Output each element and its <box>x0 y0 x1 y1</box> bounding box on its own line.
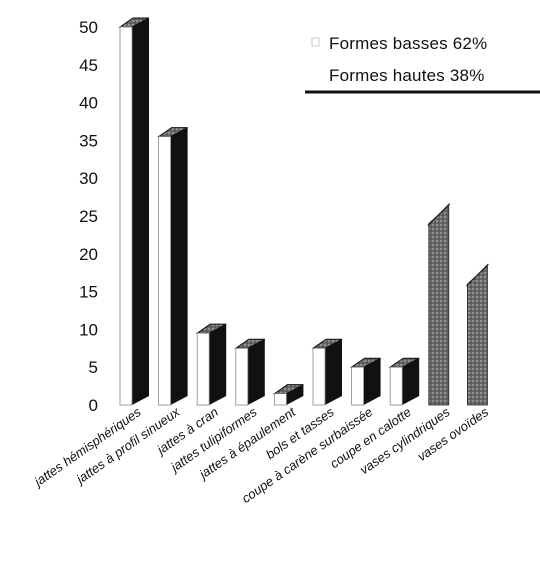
bar-side <box>247 339 265 405</box>
bar-front <box>389 366 403 406</box>
y-tick-label: 50 <box>79 18 98 37</box>
bar-top-edge <box>427 203 451 226</box>
legend-label-high: Formes hautes 38% <box>329 66 485 85</box>
bar-side <box>132 18 149 405</box>
bar-formes-basses <box>234 338 266 406</box>
bar-side <box>363 358 381 405</box>
y-tick-label: 30 <box>79 169 98 188</box>
bar-formes-basses <box>118 17 150 406</box>
bar-formes-basses <box>349 357 381 406</box>
legend-label-low: Formes basses 62% <box>329 34 487 53</box>
bar-front <box>312 347 326 406</box>
y-tick-label: 20 <box>79 245 98 264</box>
bar-formes-hautes <box>465 263 489 406</box>
legend: Formes basses 62% Formes hautes 38% <box>305 34 540 94</box>
bar-formes-basses <box>311 338 343 406</box>
bar-formes-hautes <box>427 203 451 406</box>
y-tick-label: 25 <box>79 207 98 226</box>
bar-body <box>466 265 488 406</box>
bar-front <box>158 136 172 406</box>
y-tick-label: 15 <box>79 283 98 302</box>
bar-front <box>119 26 133 406</box>
bar-front <box>273 393 287 406</box>
bar-side <box>402 358 420 405</box>
y-tick-label: 5 <box>89 358 98 377</box>
bar-formes-basses <box>195 323 227 406</box>
bar-side <box>286 384 304 405</box>
bar-formes-basses <box>388 357 420 406</box>
bar-front <box>351 366 365 406</box>
bar-side <box>170 127 188 406</box>
bar-front <box>196 332 210 406</box>
bar-side <box>325 339 342 405</box>
bar-formes-basses <box>272 384 304 406</box>
bars-group <box>118 17 489 406</box>
bar-top-edge <box>465 263 489 287</box>
y-tick-label: 45 <box>79 56 98 75</box>
y-tick-label: 35 <box>79 131 98 150</box>
y-tick-label: 40 <box>79 94 98 113</box>
bar-side <box>209 324 227 405</box>
bar-front <box>235 347 249 406</box>
bar-formes-basses <box>156 127 188 406</box>
bar-body <box>428 204 450 406</box>
legend-swatch-low <box>311 37 320 47</box>
y-axis: 0 5 10 15 20 25 30 35 40 45 50 <box>79 18 98 415</box>
y-tick-label: 10 <box>79 320 98 339</box>
y-tick-label: 0 <box>89 396 98 415</box>
